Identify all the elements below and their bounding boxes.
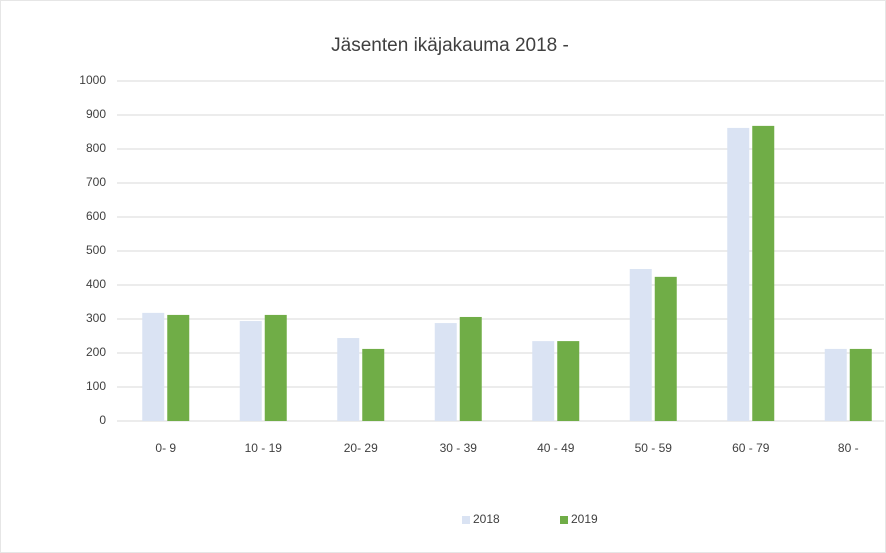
bar [532,341,555,421]
bar [557,341,580,421]
x-tick-label: 30 - 39 [440,441,478,455]
y-tick-label: 100 [86,379,106,393]
y-tick-label: 200 [86,345,106,359]
bar [142,312,165,421]
legend-swatch [462,516,470,524]
bar [849,348,872,421]
bar [337,338,360,421]
bar [654,276,677,421]
bar [752,125,775,421]
x-tick-label: 60 - 79 [732,441,770,455]
y-tick-label: 500 [86,243,106,257]
bar [239,321,262,421]
x-tick-label: 0- 9 [155,441,176,455]
bar [362,348,385,421]
y-tick-label: 800 [86,141,106,155]
legend-label: 2018 [473,512,500,526]
x-tick-label: 50 - 59 [635,441,673,455]
bar [434,323,457,421]
bar [459,316,482,421]
chart-title: Jäsenten ikäjakauma 2018 - [331,35,569,56]
bar [264,314,287,421]
y-tick-label: 1000 [79,73,106,87]
x-tick-label: 10 - 19 [245,441,283,455]
x-tick-label: 80 - [838,441,859,455]
bar [824,348,847,421]
bar [167,314,190,421]
bar [629,269,652,421]
bar [727,127,750,422]
legend-swatch [560,516,568,524]
x-tick-label: 40 - 49 [537,441,575,455]
x-tick-label: 20- 29 [344,441,378,455]
legend-label: 2019 [571,512,598,526]
y-tick-label: 700 [86,175,106,189]
y-tick-label: 600 [86,209,106,223]
y-tick-label: 0 [99,413,106,427]
y-tick-label: 900 [86,107,106,121]
y-tick-label: 400 [86,277,106,291]
y-tick-label: 300 [86,311,106,325]
